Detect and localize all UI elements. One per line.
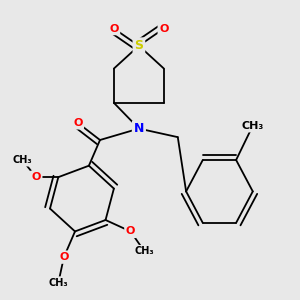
Text: O: O bbox=[126, 226, 135, 236]
Text: CH₃: CH₃ bbox=[135, 246, 154, 256]
Text: O: O bbox=[159, 24, 169, 34]
Text: O: O bbox=[32, 172, 41, 182]
Text: CH₃: CH₃ bbox=[242, 121, 264, 131]
Text: N: N bbox=[134, 122, 144, 135]
Text: CH₃: CH₃ bbox=[49, 278, 68, 288]
Text: CH₃: CH₃ bbox=[12, 155, 32, 165]
Text: O: O bbox=[109, 24, 119, 34]
Text: S: S bbox=[134, 39, 143, 52]
Text: O: O bbox=[59, 252, 69, 262]
Text: O: O bbox=[73, 118, 83, 128]
